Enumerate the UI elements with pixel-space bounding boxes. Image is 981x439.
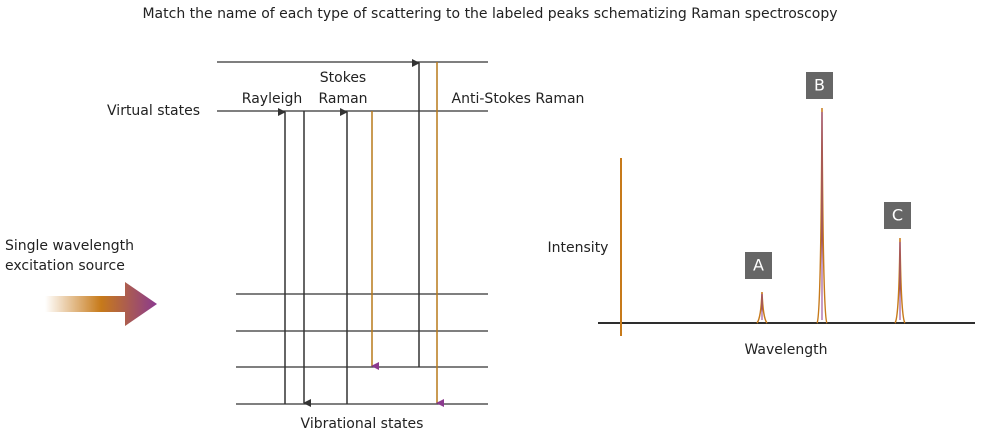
peak-label: C xyxy=(892,206,903,225)
virtual-states-label: Virtual states xyxy=(107,103,200,119)
source-label: Single wavelength xyxy=(5,238,134,254)
arrows xyxy=(278,59,444,407)
title: Match the name of each type of scatterin… xyxy=(142,6,837,22)
stokes-label: Raman xyxy=(318,91,367,107)
stokes-label: Stokes xyxy=(320,70,366,86)
y-axis-label: Intensity xyxy=(548,240,609,256)
rayleigh-label: Rayleigh xyxy=(242,91,302,107)
peak-label-box xyxy=(806,72,833,99)
anti-stokes-label: Anti-Stokes Raman xyxy=(452,91,585,107)
peak-label: B xyxy=(814,76,825,95)
peak xyxy=(894,237,906,324)
peak xyxy=(816,107,828,324)
peak-label: A xyxy=(753,256,764,275)
source-arrow xyxy=(45,282,157,326)
peak xyxy=(756,291,768,324)
source-label: excitation source xyxy=(5,258,125,274)
x-axis-label: Wavelength xyxy=(744,342,827,358)
vibrational-states-label: Vibrational states xyxy=(301,416,424,432)
peak-label-box xyxy=(745,252,772,279)
peak-label-box xyxy=(884,202,911,229)
